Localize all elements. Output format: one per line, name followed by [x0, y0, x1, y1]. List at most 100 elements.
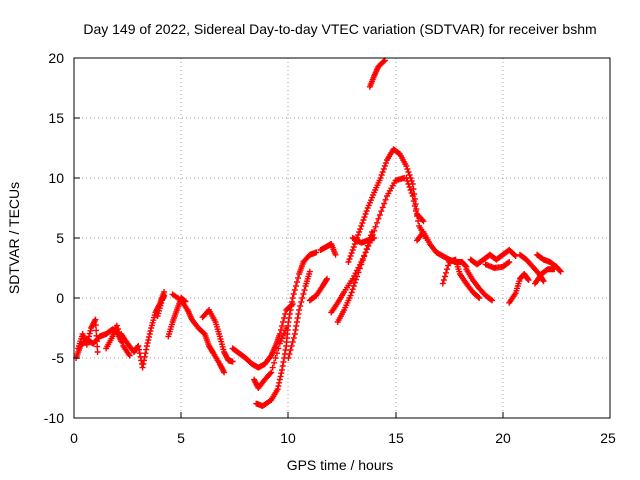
data-point	[145, 337, 152, 343]
data-point	[276, 376, 283, 383]
data-point	[359, 220, 366, 226]
data-point	[269, 364, 276, 371]
data-point	[306, 268, 313, 275]
data-point	[291, 287, 298, 293]
data-point	[406, 172, 413, 178]
data-point	[381, 200, 388, 207]
data-point	[445, 262, 452, 269]
data-point	[287, 347, 294, 353]
data-point	[271, 359, 278, 366]
data-point	[405, 169, 412, 175]
data-point	[286, 311, 293, 317]
data-point	[278, 367, 285, 373]
data-point	[551, 266, 558, 273]
data-point	[278, 370, 285, 377]
data-point	[293, 319, 300, 325]
x-tick-labels: 0 5 10 15 20 25	[70, 430, 616, 446]
y-tick-label: 10	[48, 170, 64, 186]
data-point	[444, 266, 451, 273]
data-point	[139, 364, 146, 371]
data-point	[382, 160, 389, 166]
data-point	[285, 319, 292, 325]
data-point	[415, 218, 422, 224]
x-tick-label: 10	[280, 430, 296, 446]
data-point	[295, 311, 302, 317]
y-tick-label: -5	[52, 350, 65, 366]
data-point	[93, 332, 100, 339]
data-point	[371, 235, 378, 241]
data-point	[289, 295, 296, 301]
data-point	[505, 259, 512, 266]
data-point	[135, 343, 142, 349]
data-point	[525, 277, 532, 283]
data-point	[442, 269, 449, 276]
data-point	[410, 198, 417, 204]
data-point	[282, 347, 289, 353]
data-point	[144, 340, 151, 346]
data-point	[83, 341, 90, 348]
data-point	[403, 163, 410, 169]
data-point	[403, 175, 410, 181]
data-point	[294, 315, 301, 321]
data-point	[379, 169, 386, 175]
data-point	[276, 379, 283, 386]
data-point	[378, 172, 385, 178]
data-point	[357, 226, 364, 232]
data-point	[86, 333, 93, 340]
data-point	[140, 361, 147, 367]
data-point	[410, 186, 417, 192]
data-point	[407, 187, 414, 193]
data-point	[126, 352, 133, 359]
data-point	[488, 296, 495, 303]
y-tick-label: -10	[44, 410, 64, 426]
data-point	[275, 383, 282, 389]
data-point	[361, 214, 368, 220]
data-point	[274, 386, 281, 393]
data-point	[290, 291, 297, 297]
data-point	[313, 249, 320, 256]
data-point	[412, 208, 419, 214]
data-point	[287, 307, 294, 313]
y-tick-label: 15	[48, 110, 64, 126]
data-point	[143, 346, 150, 353]
data-point	[363, 246, 370, 252]
data-point	[406, 184, 413, 190]
data-point	[358, 261, 365, 268]
x-tick-label: 25	[600, 430, 616, 446]
data-point	[379, 204, 386, 211]
data-point	[94, 349, 101, 355]
data-point	[288, 299, 295, 305]
data-point	[380, 58, 387, 65]
data-point	[346, 256, 353, 262]
data-point	[276, 331, 283, 337]
data-point	[347, 292, 354, 299]
data-point	[277, 373, 284, 380]
data-point	[136, 346, 143, 353]
data-point	[293, 323, 300, 329]
data-point	[141, 357, 148, 364]
data-point	[289, 339, 296, 345]
x-tick-label: 15	[388, 430, 404, 446]
data-point	[350, 244, 357, 250]
data-point	[292, 327, 299, 333]
data-point	[475, 294, 482, 300]
data-point	[114, 326, 121, 332]
data-point	[292, 283, 299, 289]
data-point	[297, 303, 304, 309]
data-point	[161, 292, 168, 299]
y-axis-label: SDTVAR / TECUs	[6, 182, 22, 294]
data-point	[362, 211, 369, 217]
data-point	[275, 345, 282, 352]
data-point	[378, 208, 385, 215]
data-point	[524, 276, 531, 282]
data-point	[352, 276, 359, 283]
data-point	[381, 163, 388, 169]
data-point	[377, 175, 384, 181]
data-point	[376, 212, 383, 218]
data-point	[279, 363, 286, 369]
data-point	[273, 350, 280, 357]
data-point	[93, 338, 100, 345]
data-point	[299, 295, 306, 301]
data-point	[359, 257, 366, 264]
data-point	[141, 353, 148, 360]
